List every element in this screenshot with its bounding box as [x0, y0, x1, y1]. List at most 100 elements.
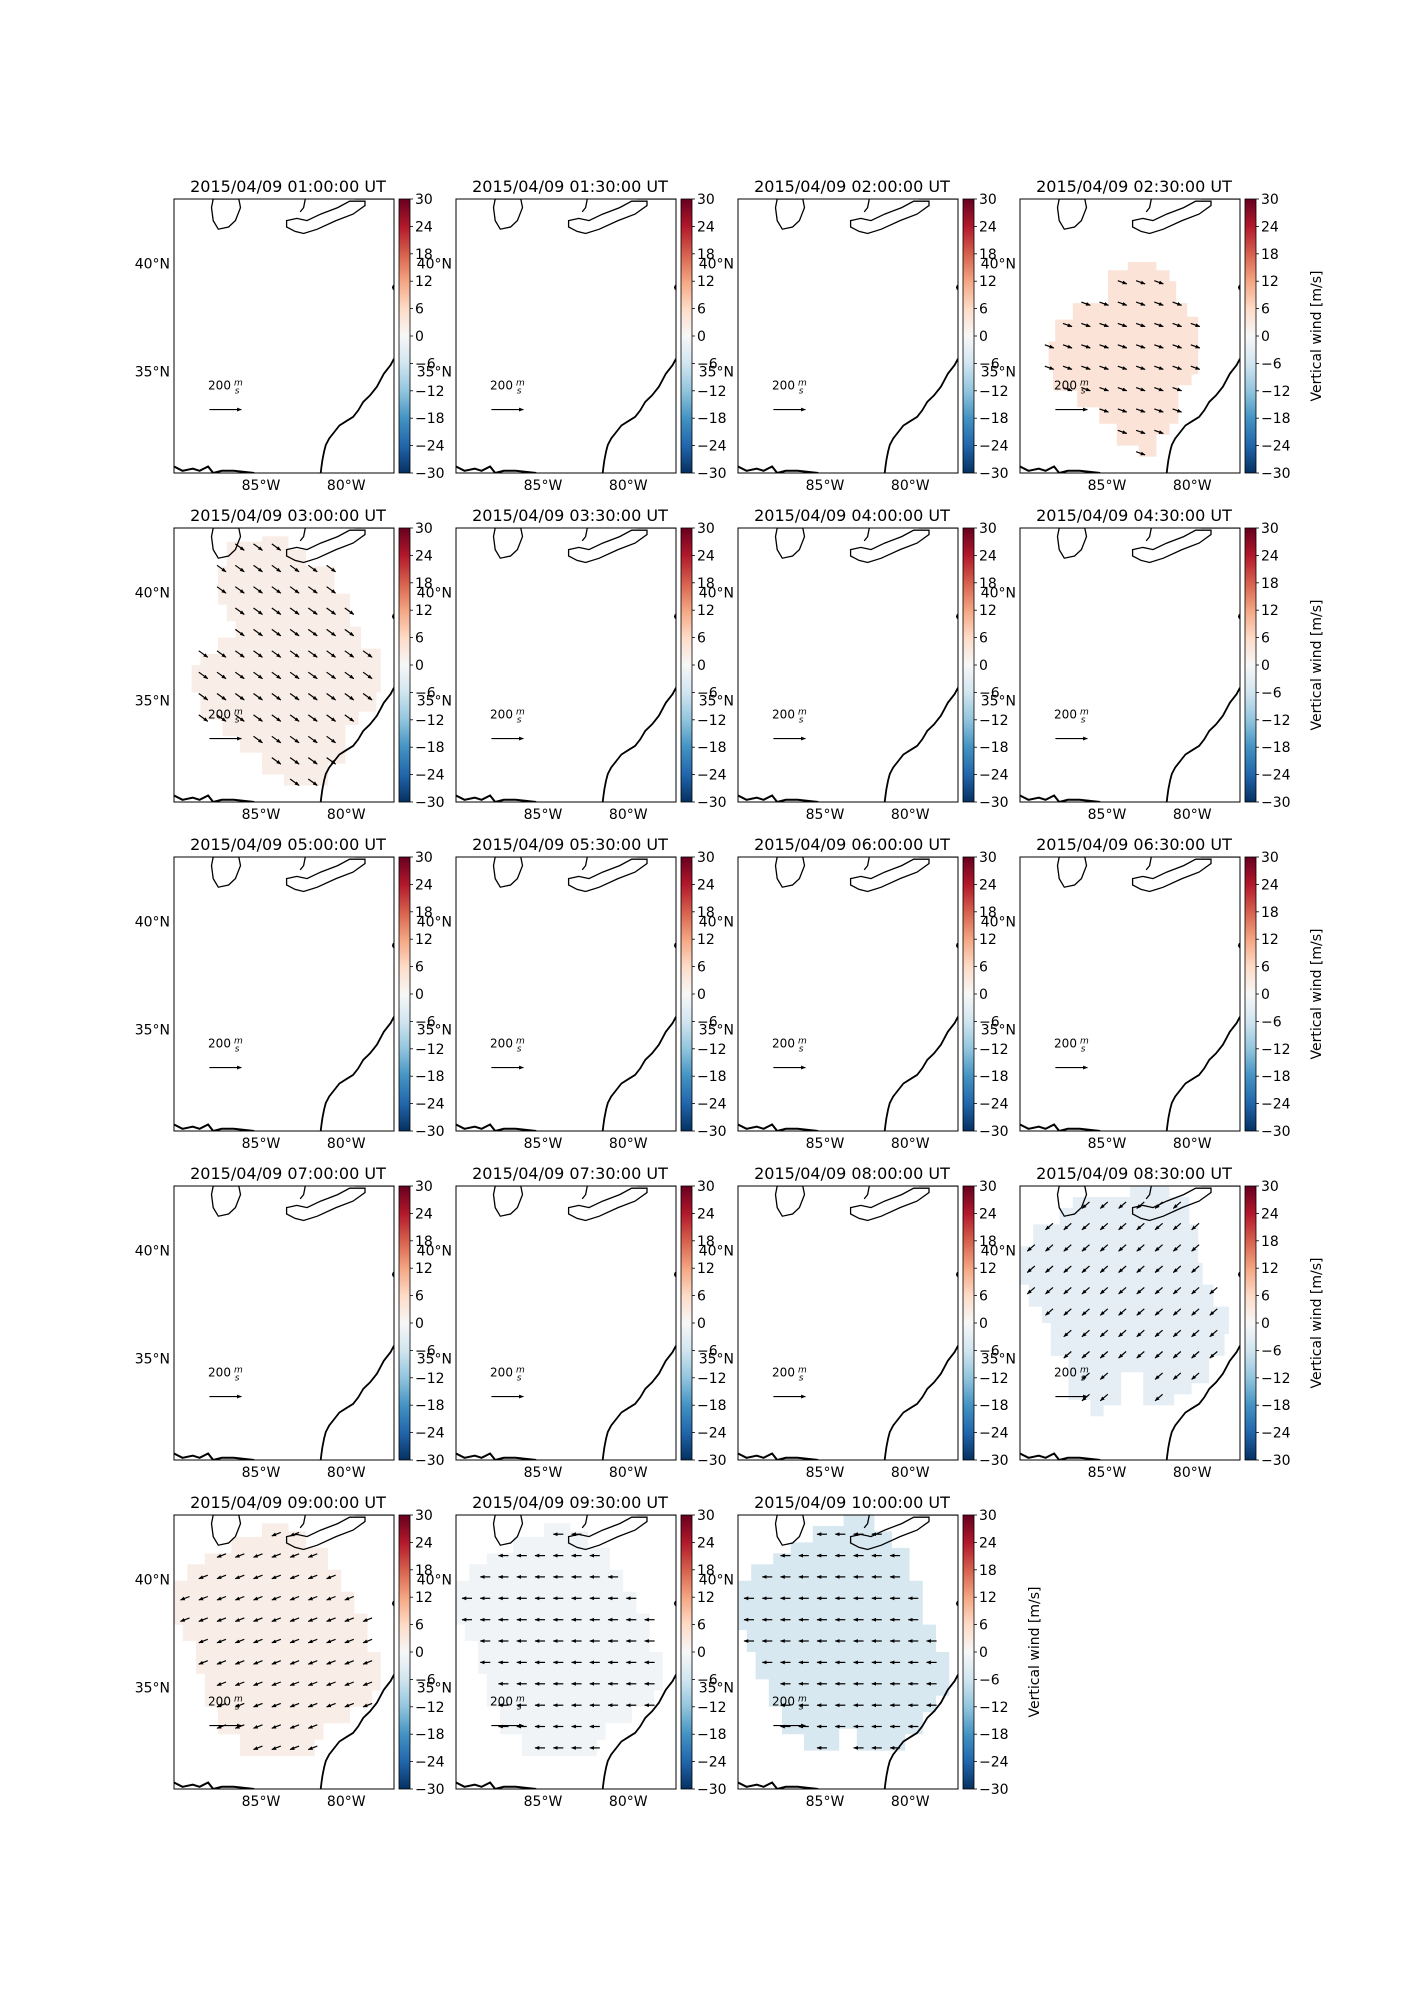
- reference-arrow-value: 200: [772, 1366, 795, 1380]
- colorbar-tick-label: −24: [979, 768, 1009, 784]
- wind-vector-arrow: [289, 1553, 300, 1558]
- colorbar-tick-label: −6: [415, 1343, 436, 1359]
- wind-vector-arrow: [234, 714, 245, 722]
- colorbar-tick-label: −6: [1261, 1343, 1282, 1359]
- latitude-tick-label: 35°N: [417, 694, 452, 710]
- colorbar-tick-label: −12: [415, 713, 445, 729]
- wind-vector-arrow: [326, 1574, 336, 1580]
- atlantic-coastline: [601, 1345, 676, 1460]
- map-frame: [1019, 527, 1241, 803]
- latitude-tick-label: 35°N: [135, 1681, 170, 1697]
- colorbar-tick-label: 6: [1261, 1289, 1270, 1305]
- colorbar-tick-label: 12: [979, 274, 997, 290]
- colorbar-tick-label: 12: [697, 603, 715, 619]
- wind-vector-arrow: [1063, 1351, 1072, 1359]
- atlantic-coastline: [319, 358, 394, 473]
- lake-erie-outline: [849, 529, 930, 564]
- colorbar-tick-label: −24: [415, 768, 445, 784]
- map-panel: 2015/04/09 08:00:00 UT 200 m s 40°N 35°N 85°W 8…: [699, 1164, 1043, 1481]
- colorbar-tick-label: −12: [1261, 1042, 1291, 1058]
- colorbar-tick-label: 30: [1261, 521, 1279, 537]
- panel-title: 2015/04/09 08:00:00 UT: [754, 1164, 950, 1183]
- reference-arrow-label: 200 m s: [490, 379, 525, 397]
- map-area: [174, 528, 394, 802]
- longitude-tick-label: 80°W: [327, 1465, 366, 1481]
- wind-vector-arrow: [1118, 1286, 1127, 1295]
- lake-erie-outline: [285, 529, 366, 564]
- colorbar-tick-label: 0: [697, 1645, 706, 1661]
- colorbar-tick-label: 6: [979, 1289, 988, 1305]
- lake-huron-outline: [1145, 199, 1152, 213]
- gulf-coastline: [738, 1123, 819, 1131]
- wind-vector-arrow: [271, 1660, 282, 1665]
- wind-vector-arrow: [253, 1574, 263, 1580]
- reference-arrow-label: 200 m s: [208, 379, 243, 397]
- wind-vector-arrow: [1136, 1351, 1145, 1359]
- colorbar-tick-label: 0: [697, 987, 706, 1003]
- longitude-tick-label: 85°W: [806, 1465, 845, 1481]
- reference-arrow-label: 200 m s: [490, 1695, 525, 1713]
- colorbar: [962, 1185, 975, 1461]
- wind-vector-arrow: [307, 1595, 318, 1601]
- colorbar-tick-label: −6: [697, 1672, 718, 1688]
- colorbar-tick-label: −30: [415, 466, 445, 482]
- wind-vector-arrow: [1191, 1329, 1200, 1338]
- wind-vector-arrow: [289, 1595, 300, 1601]
- colorbar-tick-label: 6: [979, 631, 988, 647]
- colorbar-tick-label: −12: [415, 384, 445, 400]
- map-area: [738, 1186, 958, 1460]
- wind-vector-arrow: [180, 1595, 190, 1601]
- colorbar-tick-label: 12: [1261, 1261, 1279, 1277]
- longitude-tick-label: 80°W: [609, 807, 648, 823]
- wind-vector-arrow: [234, 1595, 245, 1601]
- longitude-tick-label: 80°W: [1173, 1136, 1212, 1152]
- colorbar-tick-label: −6: [979, 356, 1000, 372]
- colorbar-tick-label: −30: [979, 795, 1009, 811]
- wind-region-fill: [1048, 262, 1199, 457]
- latitude-tick-label: 40°N: [981, 915, 1016, 931]
- wind-vector-arrow: [1063, 1286, 1072, 1295]
- lake-huron-outline: [299, 857, 306, 871]
- latitude-tick-label: 40°N: [135, 1573, 170, 1589]
- colorbar-tick-label: 12: [979, 603, 997, 619]
- wind-vector-arrow: [326, 564, 336, 573]
- wind-vector-arrow: [1117, 280, 1128, 285]
- wind-vector-arrow: [289, 1745, 300, 1751]
- colorbar-tick-label: 24: [979, 1535, 997, 1551]
- atlantic-coastline: [601, 1016, 676, 1131]
- colorbar-tick-label: −12: [979, 1700, 1009, 1716]
- wind-vector-arrow: [1081, 1351, 1090, 1359]
- colorbar-tick-label: 18: [979, 576, 997, 592]
- colorbar-tick-label: 0: [979, 1645, 988, 1661]
- reference-arrow-label: 200 m s: [208, 708, 243, 726]
- wind-vector-arrow: [1045, 1222, 1054, 1231]
- colorbar-tick-label: 0: [979, 658, 988, 674]
- reference-arrow-unit-num: m: [798, 708, 807, 718]
- map-background: [1020, 528, 1240, 802]
- gulf-coastline: [738, 1452, 819, 1460]
- wind-vector-arrow: [307, 586, 318, 594]
- wind-vector-arrow: [289, 628, 300, 637]
- colorbar-tick-label: −12: [697, 713, 727, 729]
- colorbar-tick-label: −12: [979, 713, 1009, 729]
- colorbar-tick-label: 0: [697, 658, 706, 674]
- colorbar-tick-label: 24: [415, 1206, 433, 1222]
- colorbar-tick-label: −6: [1261, 685, 1282, 701]
- longitude-tick-label: 80°W: [891, 1465, 930, 1481]
- wind-vector-arrow: [1172, 322, 1183, 328]
- lake-erie-outline: [1131, 858, 1212, 893]
- reference-arrow-unit-den: s: [1081, 1374, 1086, 1384]
- atlantic-coastline: [1165, 687, 1240, 802]
- wind-vector-arrow: [326, 735, 336, 744]
- reference-arrow-unit-den: s: [799, 387, 804, 397]
- reference-arrow-unit-den: s: [799, 1703, 804, 1713]
- reference-arrow-unit-num: m: [516, 1366, 525, 1376]
- wind-vector-arrow: [1209, 1286, 1218, 1295]
- longitude-tick-label: 80°W: [609, 478, 648, 494]
- lake-erie-outline: [285, 1516, 366, 1551]
- colorbar-tick-label: 30: [1261, 850, 1279, 866]
- wind-vector-arrow: [1154, 280, 1164, 285]
- colorbar-tick-label: −30: [1261, 795, 1291, 811]
- wind-vector-arrow: [253, 1745, 263, 1751]
- colorbar: [962, 1514, 975, 1790]
